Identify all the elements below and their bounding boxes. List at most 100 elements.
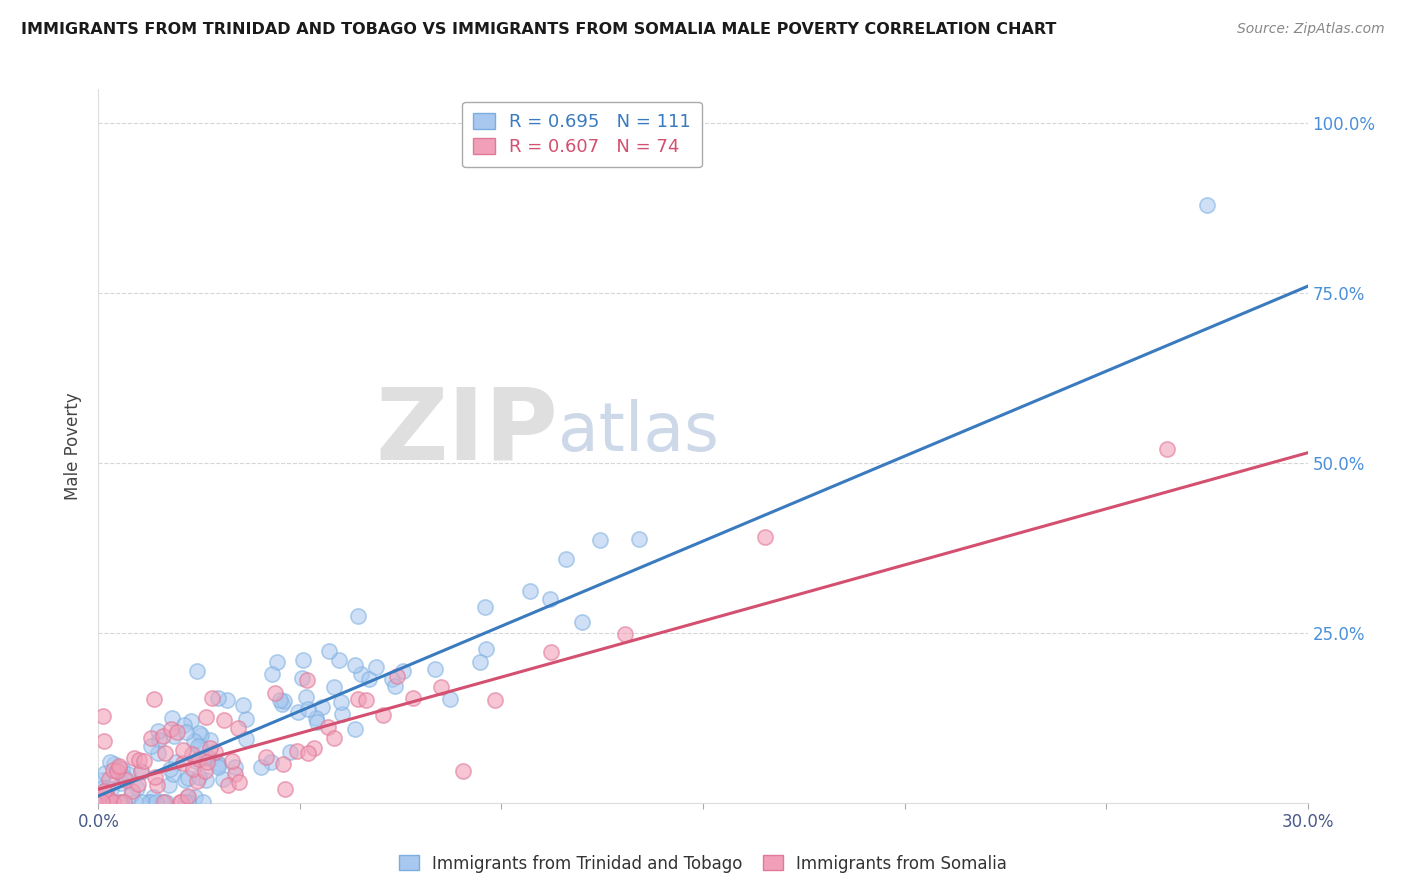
Point	[122, 751, 145, 765]
Point	[474, 599, 496, 614]
Point	[297, 702, 319, 716]
Point	[224, 766, 246, 780]
Point	[150, 795, 173, 809]
Y-axis label: Male Poverty: Male Poverty	[65, 392, 83, 500]
Legend: Immigrants from Trinidad and Tobago, Immigrants from Somalia: Immigrants from Trinidad and Tobago, Imm…	[392, 848, 1014, 880]
Point	[1195, 198, 1218, 212]
Point	[194, 710, 217, 724]
Point	[173, 772, 195, 787]
Point	[173, 795, 195, 809]
Point	[177, 772, 200, 786]
Point	[146, 724, 169, 739]
Point	[153, 746, 176, 760]
Point	[292, 653, 315, 667]
Point	[260, 666, 283, 681]
Point	[96, 781, 118, 796]
Point	[318, 644, 340, 658]
Point	[129, 764, 152, 779]
Point	[98, 795, 121, 809]
Point	[187, 726, 209, 740]
Point	[177, 789, 200, 804]
Point	[155, 795, 177, 809]
Point	[187, 739, 209, 754]
Point	[108, 795, 131, 809]
Point	[475, 641, 498, 656]
Point	[194, 772, 217, 787]
Point	[159, 762, 181, 776]
Point	[346, 691, 368, 706]
Point	[176, 725, 198, 739]
Point	[305, 710, 328, 724]
Point	[188, 739, 211, 753]
Point	[160, 711, 183, 725]
Point	[184, 789, 207, 804]
Point	[381, 673, 404, 687]
Point	[201, 691, 224, 706]
Point	[228, 775, 250, 789]
Point	[311, 700, 333, 714]
Point	[103, 757, 125, 772]
Point	[235, 732, 257, 747]
Point	[103, 795, 125, 809]
Point	[93, 784, 115, 798]
Point	[571, 615, 593, 630]
Point	[484, 693, 506, 707]
Point	[451, 764, 474, 778]
Point	[183, 734, 205, 748]
Point	[217, 778, 239, 792]
Point	[124, 795, 146, 809]
Point	[112, 795, 135, 809]
Point	[224, 760, 246, 774]
Point	[94, 765, 117, 780]
Point	[221, 754, 243, 768]
Point	[470, 655, 492, 669]
Point	[127, 780, 149, 795]
Point	[540, 645, 562, 659]
Legend: R = 0.695   N = 111, R = 0.607   N = 74: R = 0.695 N = 111, R = 0.607 N = 74	[463, 102, 702, 167]
Point	[332, 706, 354, 721]
Point	[103, 763, 125, 777]
Point	[287, 705, 309, 719]
Point	[207, 758, 229, 772]
Point	[108, 758, 131, 772]
Point	[94, 786, 117, 800]
Point	[129, 764, 152, 779]
Point	[371, 708, 394, 723]
Point	[391, 664, 413, 678]
Text: ZIP: ZIP	[375, 384, 558, 480]
Point	[181, 762, 204, 776]
Point	[186, 774, 208, 789]
Point	[165, 756, 187, 770]
Point	[120, 788, 142, 802]
Point	[297, 673, 319, 687]
Point	[143, 771, 166, 785]
Point	[430, 680, 453, 694]
Point	[627, 532, 650, 546]
Point	[139, 795, 162, 809]
Point	[260, 755, 283, 769]
Point	[128, 753, 150, 767]
Point	[198, 733, 221, 747]
Point	[538, 591, 561, 606]
Point	[207, 756, 229, 770]
Point	[110, 776, 132, 790]
Point	[157, 778, 180, 792]
Point	[191, 795, 214, 809]
Point	[131, 795, 153, 809]
Point	[194, 764, 217, 779]
Point	[215, 693, 238, 707]
Point	[91, 772, 114, 787]
Point	[146, 746, 169, 760]
Point	[96, 795, 118, 809]
Point	[266, 656, 288, 670]
Text: IMMIGRANTS FROM TRINIDAD AND TOBAGO VS IMMIGRANTS FROM SOMALIA MALE POVERTY CORR: IMMIGRANTS FROM TRINIDAD AND TOBAGO VS I…	[21, 22, 1056, 37]
Point	[186, 665, 208, 679]
Point	[347, 608, 370, 623]
Point	[191, 751, 214, 765]
Point	[198, 741, 221, 756]
Text: Source: ZipAtlas.com: Source: ZipAtlas.com	[1237, 22, 1385, 37]
Point	[1156, 442, 1178, 457]
Point	[105, 764, 128, 778]
Point	[172, 756, 194, 771]
Point	[204, 745, 226, 759]
